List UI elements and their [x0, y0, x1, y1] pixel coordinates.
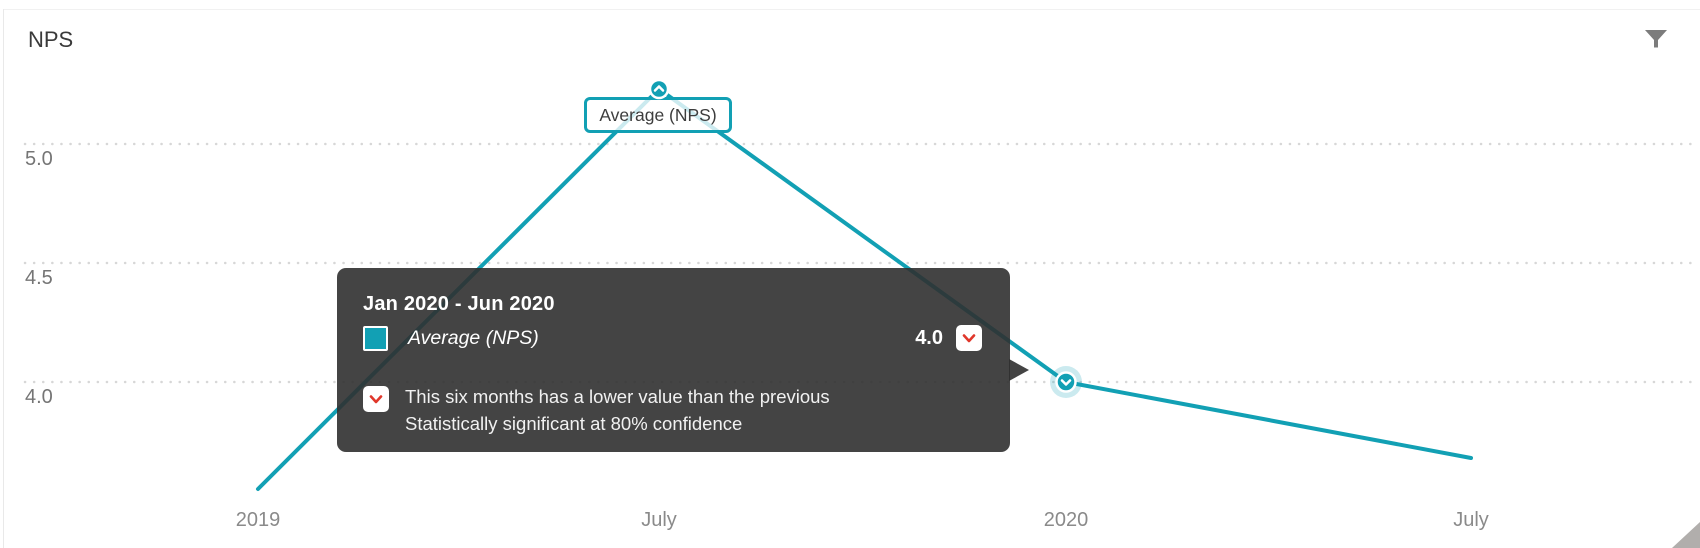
x-axis-label: July — [641, 509, 677, 531]
x-axis-label: 2020 — [1044, 509, 1089, 531]
y-axis-label: 4.5 — [25, 267, 53, 289]
chevron-down-icon — [1060, 379, 1072, 386]
significance-badge — [363, 386, 389, 412]
panel-left-border — [3, 9, 4, 548]
chevron-down-icon — [962, 334, 976, 343]
y-axis-label: 5.0 — [25, 148, 53, 170]
selected-point-marker[interactable] — [1050, 366, 1082, 398]
chevron-down-icon — [369, 395, 383, 404]
tooltip-series-name: Average (NPS) — [408, 326, 539, 349]
y-axis-label: 4.0 — [25, 386, 53, 408]
tooltip-note-line-1: This six months has a lower value than t… — [405, 386, 830, 407]
tooltip-note-line-2: Statistically significant at 80% confide… — [405, 413, 743, 434]
tooltip-value: 4.0 — [915, 326, 943, 349]
trend-down-badge — [956, 325, 982, 351]
series-label[interactable]: Average (NPS) — [584, 97, 732, 133]
x-axis-label: 2019 — [236, 509, 281, 531]
tooltip-note: This six months has a lower value than t… — [405, 383, 830, 437]
page-title: NPS — [28, 27, 74, 52]
resize-handle[interactable] — [1672, 522, 1700, 548]
filter-icon[interactable] — [1645, 30, 1667, 50]
chevron-up-icon — [653, 85, 665, 92]
tooltip: Jan 2020 - Jun 2020 Average (NPS) 4.0 Th… — [337, 268, 1029, 452]
x-axis-label: July — [1453, 509, 1489, 531]
tooltip-title: Jan 2020 - Jun 2020 — [363, 293, 555, 315]
series-swatch — [363, 325, 388, 351]
peak-marker[interactable] — [648, 78, 670, 100]
tooltip-arrow — [1009, 359, 1029, 381]
panel-top-border — [3, 9, 1700, 10]
